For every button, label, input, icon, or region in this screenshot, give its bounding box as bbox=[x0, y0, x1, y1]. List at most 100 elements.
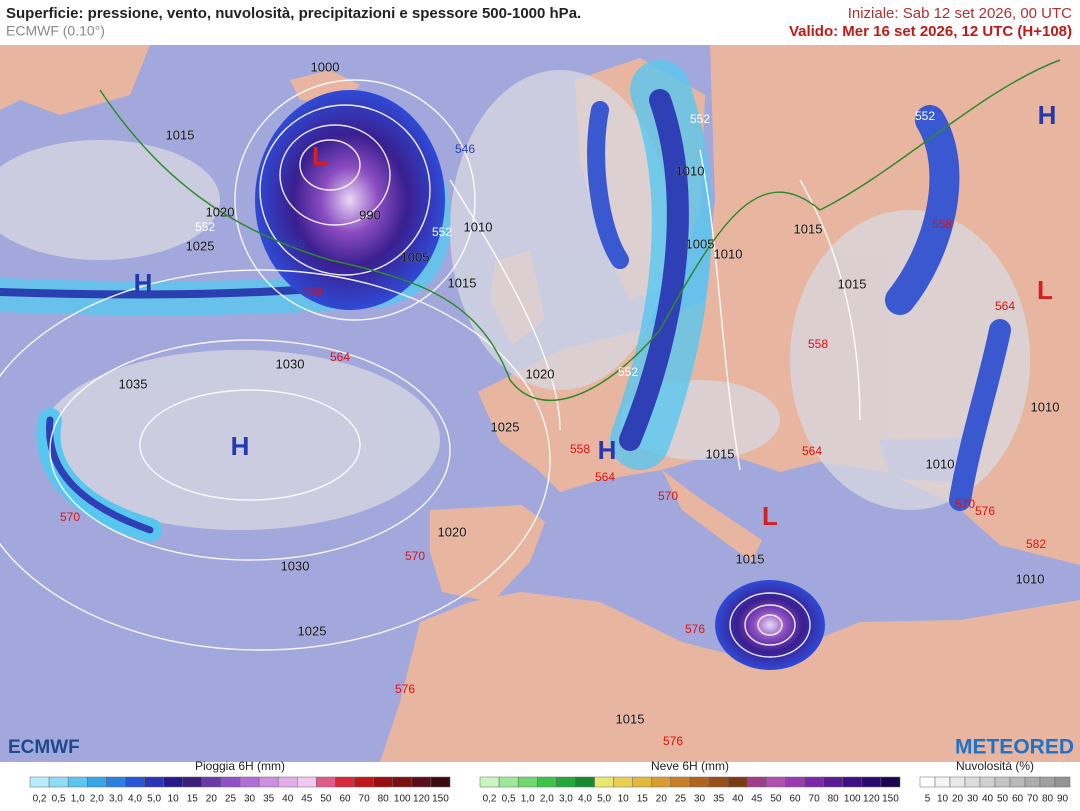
legend-tick: 30 bbox=[244, 794, 256, 805]
legend-tick: 3,0 bbox=[559, 794, 573, 805]
map-shape bbox=[619, 89, 689, 451]
map-labels: 1000101510201025990100510101015103010351… bbox=[60, 59, 1060, 748]
thickness-label: 558 bbox=[808, 337, 828, 351]
isobar-label: 1010 bbox=[714, 246, 743, 261]
isobar-label: 1020 bbox=[206, 204, 235, 219]
isobar-label: 1015 bbox=[794, 221, 823, 236]
map-shape bbox=[0, 140, 220, 260]
legend-swatch bbox=[708, 776, 729, 788]
legend-tick: 70 bbox=[1027, 794, 1039, 805]
legend-tick: 100 bbox=[394, 794, 411, 805]
isobar-label: 1015 bbox=[166, 127, 195, 142]
legend-tick: 45 bbox=[751, 794, 763, 805]
legend-tick: 1,0 bbox=[521, 794, 535, 805]
legend-tick: 150 bbox=[882, 794, 899, 805]
thickness-label: 558 bbox=[570, 442, 590, 456]
thickness-label: 552 bbox=[915, 109, 935, 123]
legend-tick: 25 bbox=[675, 794, 687, 805]
legend-swatch bbox=[1024, 776, 1041, 788]
legend-tick: 20 bbox=[206, 794, 218, 805]
legend-tick: 10 bbox=[937, 794, 949, 805]
thickness-label: 576 bbox=[975, 504, 995, 518]
legend-swatch bbox=[747, 776, 767, 788]
isobar-label: 1015 bbox=[706, 446, 735, 461]
legend-tick: 40 bbox=[282, 794, 294, 805]
isobar-label: 1010 bbox=[464, 219, 493, 234]
model: ECMWF (0.10°) bbox=[6, 23, 105, 39]
map-shape bbox=[450, 70, 670, 390]
isobar-label: 1000 bbox=[311, 59, 340, 74]
legend-swatch bbox=[297, 776, 317, 788]
legend-tick: 0,2 bbox=[483, 794, 497, 805]
legend-tick: 80 bbox=[828, 794, 840, 805]
thickness-label: 564 bbox=[595, 470, 615, 484]
legend-tick: 10 bbox=[168, 794, 180, 805]
thickness-label: 552 bbox=[195, 220, 215, 234]
isobar-label: 1025 bbox=[491, 419, 520, 434]
legend-tick: 120 bbox=[413, 794, 430, 805]
map-shape bbox=[430, 505, 545, 602]
legend-swatch bbox=[964, 776, 981, 788]
legend-tick: 10 bbox=[618, 794, 630, 805]
thickness-label: 570 bbox=[658, 489, 678, 503]
legend-swatch bbox=[804, 776, 824, 788]
map-shape bbox=[885, 105, 960, 315]
isobar-label: 1025 bbox=[186, 238, 215, 253]
legend-tick: 40 bbox=[982, 794, 994, 805]
legend-swatch bbox=[430, 776, 451, 788]
legend-swatch bbox=[556, 776, 576, 788]
pressure-center: L bbox=[312, 141, 328, 171]
thickness-label: 576 bbox=[395, 682, 415, 696]
legend-tick: 2,0 bbox=[90, 794, 104, 805]
map-shape bbox=[799, 179, 861, 421]
pressure-center: H bbox=[134, 268, 153, 298]
legend-swatch bbox=[785, 776, 805, 788]
legend-swatch bbox=[979, 776, 996, 788]
legend-swatch bbox=[392, 776, 413, 788]
legend-swatch bbox=[87, 776, 107, 788]
pressure-center: H bbox=[598, 435, 617, 465]
legend-tick: 25 bbox=[225, 794, 237, 805]
legend-tick: 80 bbox=[1042, 794, 1054, 805]
pressure-center: L bbox=[1037, 275, 1053, 305]
isobar-label: 1020 bbox=[438, 524, 467, 539]
thickness-label: 564 bbox=[330, 350, 350, 364]
legend-tick: 30 bbox=[694, 794, 706, 805]
isobar-label: 1005 bbox=[401, 249, 430, 264]
legend-tick: 5 bbox=[925, 794, 931, 805]
map-shape bbox=[699, 149, 741, 471]
legend-swatch bbox=[29, 776, 50, 788]
legend-swatch bbox=[106, 776, 126, 788]
legend-swatch bbox=[632, 776, 653, 788]
legend-tick: 35 bbox=[713, 794, 725, 805]
legend-tick: 100 bbox=[844, 794, 861, 805]
legend-swatch bbox=[48, 776, 69, 788]
legend-tick: 20 bbox=[952, 794, 964, 805]
legend-swatch bbox=[354, 776, 374, 788]
thickness-label: 552 bbox=[432, 225, 452, 239]
legend-tick: 0,2 bbox=[33, 794, 47, 805]
legend-tick: 0,5 bbox=[52, 794, 66, 805]
legend-swatch bbox=[727, 776, 748, 788]
legend-swatch bbox=[1009, 776, 1026, 788]
valid-time: Valido: Mer 16 set 2026, 12 UTC (H+108) bbox=[789, 23, 1072, 40]
legend-tick: 2,0 bbox=[540, 794, 554, 805]
pressure-center: L bbox=[762, 501, 778, 531]
legend-swatch bbox=[201, 776, 222, 788]
legend-swatch bbox=[689, 776, 710, 788]
legend-tick: 50 bbox=[770, 794, 782, 805]
map-shape bbox=[449, 179, 561, 431]
map-shape bbox=[0, 269, 551, 651]
legend-swatch bbox=[613, 776, 633, 788]
legend-swatch bbox=[125, 776, 145, 788]
thickness-label: 570 bbox=[955, 497, 975, 511]
legend-swatch bbox=[258, 776, 279, 788]
legend-swatch bbox=[144, 776, 164, 788]
legend-tick: 4,0 bbox=[578, 794, 592, 805]
thickness-label: 552 bbox=[618, 365, 638, 379]
legend-swatch bbox=[537, 776, 557, 788]
isobar-label: 1010 bbox=[1016, 571, 1045, 586]
legend-swatch bbox=[239, 776, 260, 788]
legend-swatch bbox=[182, 776, 203, 788]
